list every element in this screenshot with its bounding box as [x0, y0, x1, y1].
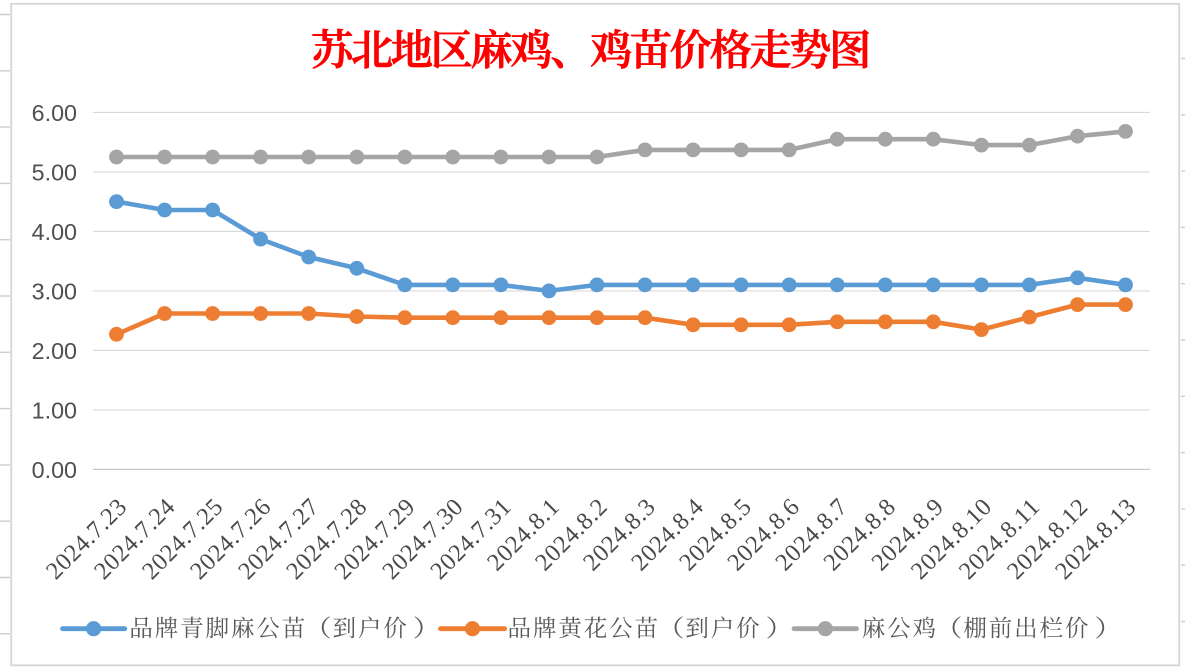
svg-text:4.00: 4.00 — [32, 219, 77, 245]
svg-text:3.00: 3.00 — [32, 278, 77, 304]
svg-text:6.00: 6.00 — [32, 100, 77, 126]
svg-text:2.00: 2.00 — [32, 338, 77, 364]
svg-text:1.00: 1.00 — [32, 397, 77, 423]
svg-text:0.00: 0.00 — [32, 457, 77, 483]
svg-text:5.00: 5.00 — [32, 159, 77, 185]
